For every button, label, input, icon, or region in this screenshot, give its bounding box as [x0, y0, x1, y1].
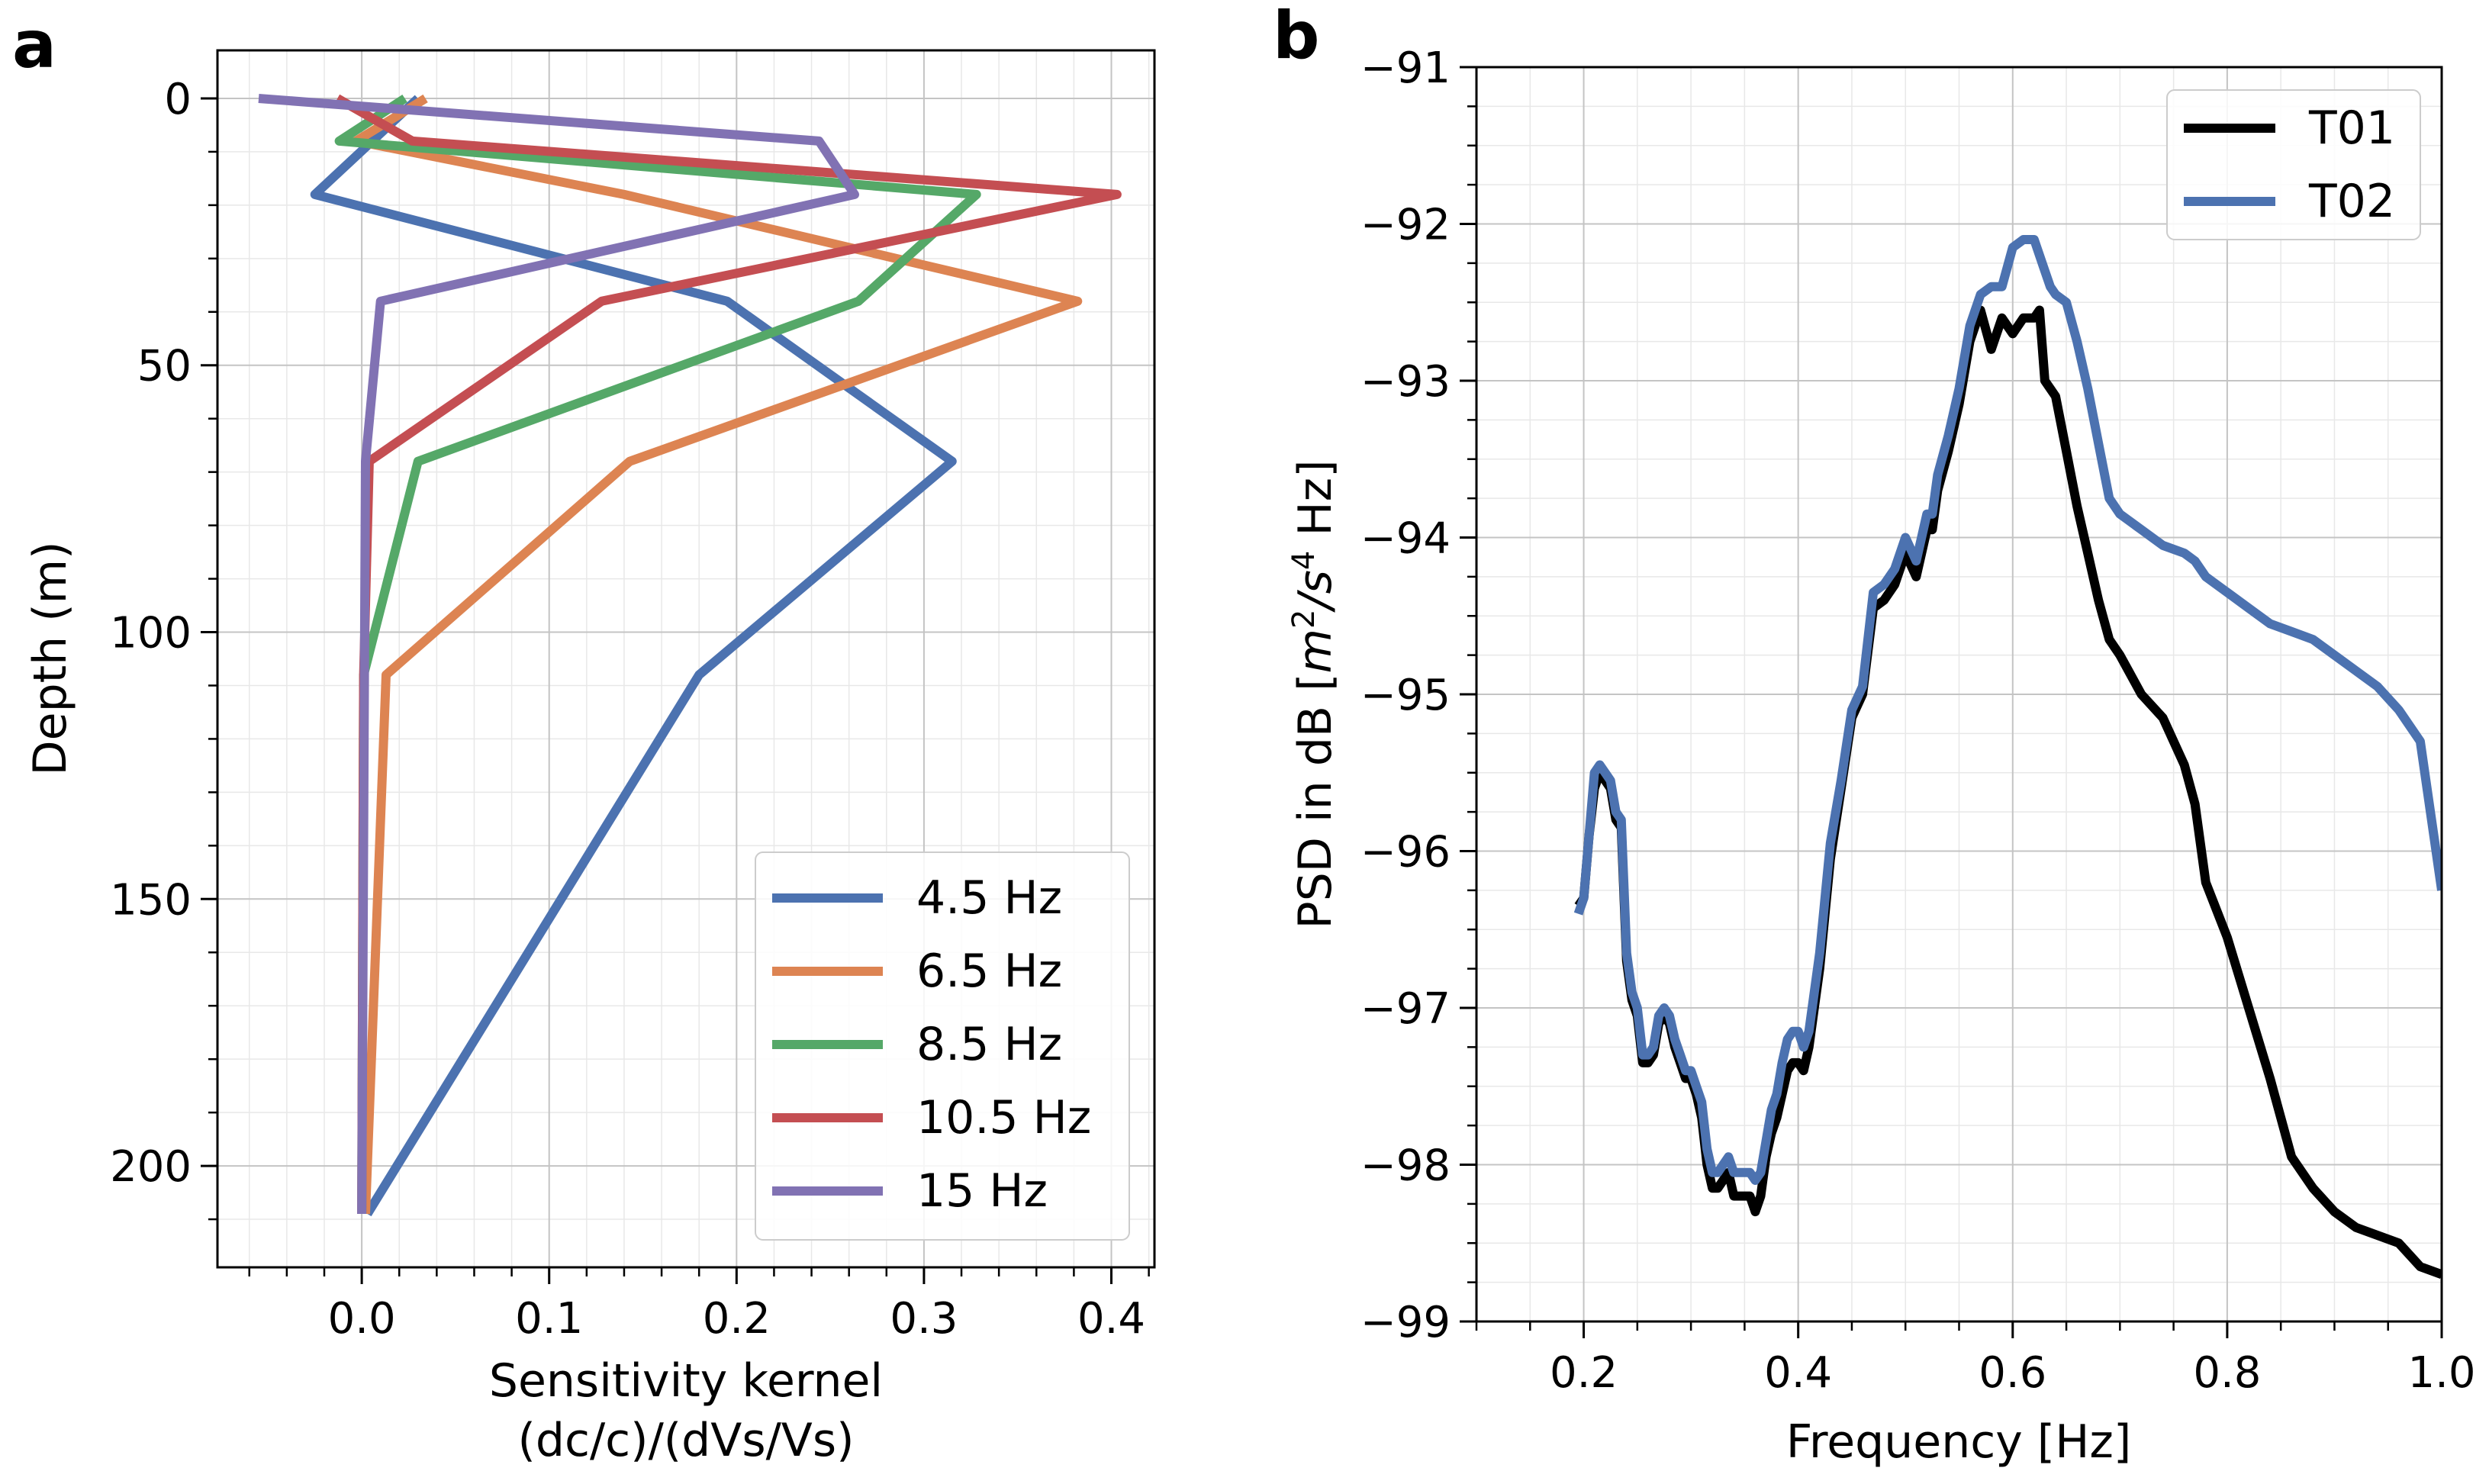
x-tick-label: 0.4 [1077, 1294, 1145, 1344]
y-tick-label: −96 [1360, 828, 1451, 877]
panel-a-frame [216, 49, 1156, 1269]
panel-b-ylabel-m: m [1289, 629, 1342, 673]
panel-b-grid [1476, 66, 2442, 1322]
y-tick-label: 100 [110, 609, 192, 658]
panel-b-ylabel-prefix: PSD in dB [ [1289, 673, 1342, 929]
x-tick-label: 0.3 [890, 1294, 958, 1344]
panel-b-ylabel: PSD in dB [m2/s4 Hz] [1286, 460, 1342, 929]
x-tick-label: 0.6 [1979, 1348, 2046, 1398]
panel-a-ylabel: Depth (m) [24, 541, 77, 775]
y-tick-label: 0 [164, 75, 192, 124]
legend-label-6-5-hz: 6.5 Hz [916, 945, 1062, 998]
y-tick-label: −91 [1360, 43, 1451, 93]
y-tick-label: 50 [137, 342, 192, 391]
y-tick-label: −95 [1360, 671, 1451, 720]
y-tick-label: −93 [1360, 357, 1451, 407]
y-tick-label: −92 [1360, 201, 1451, 250]
panel-b-ylabel-suffix: Hz] [1289, 460, 1342, 551]
x-tick-label: 0.0 [328, 1294, 396, 1344]
x-tick-label: 0.2 [703, 1294, 771, 1344]
legend-label-15-hz: 15 Hz [916, 1164, 1048, 1218]
panel-b-ylabel-m-exp: 2 [1286, 610, 1322, 629]
x-tick-label: 1.0 [2407, 1348, 2475, 1398]
panel-b-chart: 0.2 0.4 0.6 0.8 1.0 −99 −98 −97 −96 −95 −94 −93 −92 −… [1286, 43, 2476, 1469]
panel-a-xlabel-line1: Sensitivity kernel [489, 1354, 883, 1408]
y-tick-label: −97 [1360, 984, 1451, 1034]
y-tick-label: −94 [1360, 514, 1451, 564]
legend-label-8-5-hz: 8.5 Hz [916, 1018, 1062, 1071]
y-tick-label: 200 [110, 1142, 192, 1192]
x-tick-label: 0.1 [515, 1294, 583, 1344]
legend-label-4-5-hz: 4.5 Hz [916, 871, 1062, 925]
legend-label-t02: T02 [2308, 175, 2395, 228]
legend-label-t01: T01 [2308, 101, 2395, 155]
panel-a-xlabel-line2: (dc/c)/(dVs/Vs) [517, 1414, 854, 1467]
panel-b-xlabel: Frequency [Hz] [1786, 1415, 2131, 1469]
panel-b-label: b [1273, 0, 1320, 74]
x-tick-label: 0.2 [1550, 1348, 1618, 1398]
legend-box [755, 851, 1130, 1241]
y-tick-label: −99 [1360, 1298, 1451, 1347]
panel-a-series [258, 94, 1122, 1217]
panel-b-ticks: 0.2 0.4 0.6 0.8 1.0 −99 −98 −97 −96 −95 −94 −93 −92 −… [1360, 43, 2476, 1398]
panel-b-ylabel-s-exp: 4 [1286, 551, 1322, 570]
panel-b-series [1573, 235, 2442, 1280]
series-4-5-hz-line [310, 95, 957, 1217]
panel-a-chart: 0.0 0.1 0.2 0.3 0.4 0 50 100 150 200 Sensitivity … [24, 49, 1156, 1467]
x-tick-label: 0.4 [1764, 1348, 1832, 1398]
panel-b-ylabel-s: s [1289, 570, 1342, 594]
series-t02-line [1573, 235, 2442, 1185]
y-tick-label: −98 [1360, 1141, 1451, 1191]
x-tick-label: 0.8 [2193, 1348, 2261, 1398]
panel-a-legend: 4.5 Hz 6.5 Hz 8.5 Hz 10.5 Hz 15 Hz [755, 851, 1130, 1241]
legend-label-10-5-hz: 10.5 Hz [916, 1091, 1091, 1144]
panel-a-ticks: 0.0 0.1 0.2 0.3 0.4 0 50 100 150 200 [110, 75, 1150, 1344]
panel-a-label: a [12, 7, 56, 83]
series-15-hz-line [258, 94, 859, 1215]
y-tick-label: 150 [110, 875, 192, 925]
